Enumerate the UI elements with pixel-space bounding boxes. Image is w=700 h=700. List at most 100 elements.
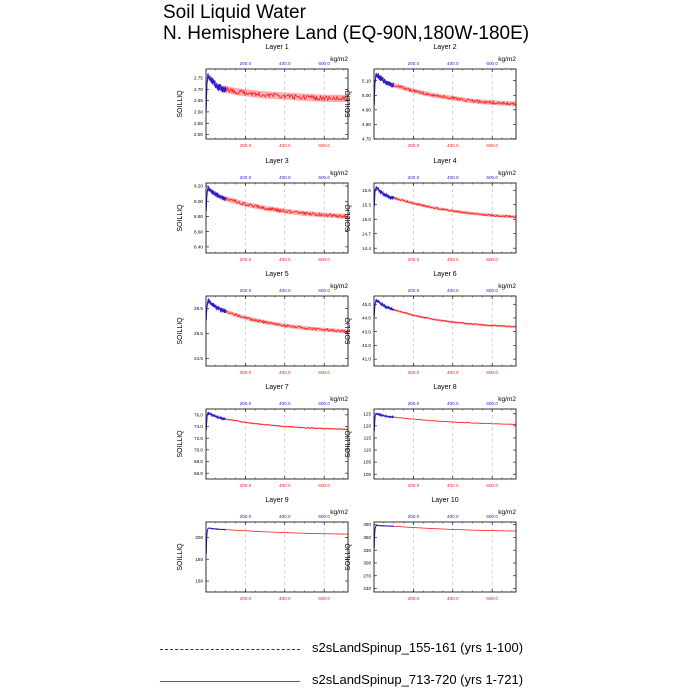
panel-title: Layer 4 [433, 158, 456, 165]
y-tick-label: 15.6 [362, 188, 371, 193]
plot-frame [205, 295, 349, 367]
panel-title: Layer 6 [433, 271, 456, 278]
x-top-tick-label: 200.0 [408, 288, 420, 293]
y-tick-label: 25.5 [194, 331, 203, 336]
y-tick-label: 2.75 [194, 76, 203, 81]
x-top-tick-label: 400.0 [279, 61, 291, 66]
legend-swatch-solid [160, 681, 300, 682]
series-line-s2sLandSpinup_155-161 (yrs 1-100) [374, 298, 395, 317]
series-band-s2sLandSpinup_713-720 (yrs 1-721) [206, 299, 348, 334]
y-axis-label: SOILLIQ [177, 90, 184, 118]
x-bottom-tick-label: 400.0 [279, 257, 291, 262]
x-bottom-tick-label: 200.0 [408, 483, 420, 488]
x-top-tick-label: 600.0 [318, 514, 330, 519]
y-axis-label: SOILLIQ [177, 543, 184, 571]
x-top-tick-label: 400.0 [447, 175, 459, 180]
x-bottom-tick-label: 400.0 [447, 483, 459, 488]
y-tick-label: 5.10 [362, 78, 371, 83]
y-tick-label: 70.0 [194, 447, 203, 452]
x-bottom-tick-label: 400.0 [447, 257, 459, 262]
x-bottom-tick-label: 200.0 [240, 143, 252, 148]
panel-title: Layer 10 [431, 497, 458, 504]
x-top-tick-label: 400.0 [447, 61, 459, 66]
x-top-tick-label: 200.0 [240, 401, 252, 406]
plot-frame [373, 408, 517, 480]
x-top-tick-label: 600.0 [318, 401, 330, 406]
panel-7: Layer 7 kg/m2 SOILLIQ 200.0 400.0 600.0 200.0 4… [177, 384, 349, 488]
panel-2: Layer 2 kg/m2 SOILLIQ 200.0 400.0 600.0 200.0 4… [345, 44, 517, 148]
y-tick-label: 72.0 [194, 436, 203, 441]
series-line-s2sLandSpinup_155-161 (yrs 1-100) [374, 73, 395, 106]
plot-frame [373, 182, 517, 254]
y-axis-label: SOILLIQ [177, 430, 184, 458]
units-label: kg/m2 [330, 509, 348, 516]
y-tick-label: 2.50 [194, 132, 203, 137]
panel-title: Layer 5 [265, 271, 288, 278]
y-axis-label: SOILLIQ [345, 543, 352, 571]
legend: s2sLandSpinup_155-161 (yrs 1-100) s2sLan… [0, 635, 700, 700]
x-top-tick-label: 600.0 [486, 514, 498, 519]
x-top-tick-label: 400.0 [279, 401, 291, 406]
y-tick-label: 4.90 [362, 107, 371, 112]
panel-6: Layer 6 kg/m2 SOILLIQ 200.0 400.0 600.0 200.0 4… [345, 271, 517, 375]
legend-swatch-dashed [160, 649, 300, 650]
plot-frame [373, 68, 517, 140]
series-band-s2sLandSpinup_713-720 (yrs 1-721) [374, 299, 516, 328]
y-tick-label: 45.0 [362, 302, 371, 307]
y-tick-label: 5.00 [362, 93, 371, 98]
y-axis-label: SOILLIQ [177, 317, 184, 345]
y-tick-label: 125 [363, 411, 371, 416]
y-tick-label: 120 [363, 423, 371, 428]
x-top-tick-label: 400.0 [279, 288, 291, 293]
y-tick-label: 2.60 [194, 110, 203, 115]
x-bottom-tick-label: 600.0 [318, 483, 330, 488]
x-bottom-tick-label: 400.0 [279, 143, 291, 148]
series-line-s2sLandSpinup_713-720 (yrs 1-721) [374, 72, 516, 106]
panel-title: Layer 7 [265, 384, 288, 391]
x-top-tick-label: 600.0 [486, 288, 498, 293]
y-tick-label: 105 [363, 460, 371, 465]
series-line-s2sLandSpinup_155-161 (yrs 1-100) [374, 412, 395, 432]
x-top-tick-label: 400.0 [279, 514, 291, 519]
y-tick-label: 240 [363, 586, 371, 591]
x-bottom-tick-label: 600.0 [318, 143, 330, 148]
y-axis-label: SOILLIQ [345, 430, 352, 458]
series-band-s2sLandSpinup_713-720 (yrs 1-721) [206, 412, 348, 431]
y-tick-label: 110 [364, 448, 372, 453]
y-tick-label: 180 [195, 557, 203, 562]
x-bottom-tick-label: 200.0 [408, 143, 420, 148]
series-line-s2sLandSpinup_713-720 (yrs 1-721) [206, 187, 348, 219]
series-band-s2sLandSpinup_713-720 (yrs 1-721) [374, 186, 516, 219]
x-top-tick-label: 200.0 [408, 514, 420, 519]
x-top-tick-label: 200.0 [408, 175, 420, 180]
y-tick-label: 8.60 [194, 229, 203, 234]
x-bottom-tick-label: 600.0 [318, 370, 330, 375]
y-tick-label: 300 [363, 561, 371, 566]
y-tick-label: 42.0 [362, 343, 371, 348]
x-top-tick-label: 200.0 [408, 61, 420, 66]
series-line-s2sLandSpinup_155-161 (yrs 1-100) [206, 411, 226, 431]
series-line-s2sLandSpinup_713-720 (yrs 1-721) [374, 299, 516, 328]
panel-title: Layer 8 [433, 384, 456, 391]
y-tick-label: 24.5 [194, 356, 203, 361]
legend-item-run1: s2sLandSpinup_155-161 (yrs 1-100) [160, 640, 580, 660]
x-top-tick-label: 200.0 [240, 514, 252, 519]
panel-3: Layer 3 kg/m2 SOILLIQ 200.0 400.0 600.0 200.0 4… [177, 158, 349, 262]
x-bottom-tick-label: 400.0 [279, 596, 291, 601]
x-bottom-tick-label: 400.0 [447, 596, 459, 601]
panel-title: Layer 3 [265, 158, 288, 165]
units-label: kg/m2 [498, 56, 516, 63]
panel-title: Layer 1 [265, 44, 288, 51]
series-line-s2sLandSpinup_713-720 (yrs 1-721) [374, 186, 516, 219]
units-label: kg/m2 [330, 396, 348, 403]
series-line-s2sLandSpinup_155-161 (yrs 1-100) [206, 297, 227, 321]
x-top-tick-label: 200.0 [240, 61, 252, 66]
plot-frame [205, 521, 349, 593]
plot-frame [373, 295, 517, 367]
y-tick-label: 26.5 [194, 306, 203, 311]
x-top-tick-label: 600.0 [486, 61, 498, 66]
y-tick-label: 66.0 [194, 471, 203, 476]
x-bottom-tick-label: 200.0 [408, 257, 420, 262]
y-tick-label: 15.3 [362, 202, 371, 207]
series-line-s2sLandSpinup_713-720 (yrs 1-721) [374, 413, 516, 431]
